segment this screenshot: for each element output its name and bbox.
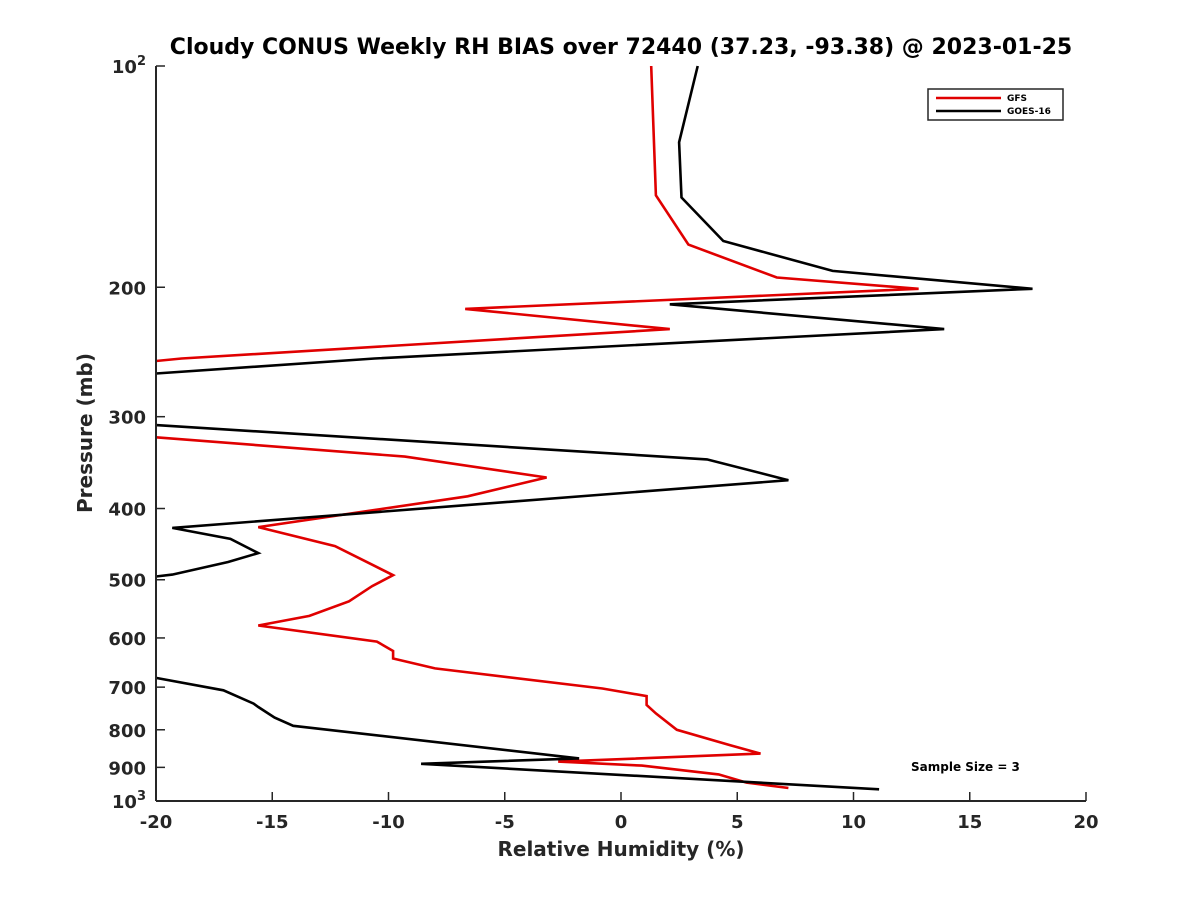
y-tick-label-exponent: 3 [137,789,146,804]
plot-lines [155,65,1033,791]
y-tick-label: 600 [108,629,146,650]
x-tick-label: -5 [495,812,515,833]
y-tick-label: 300 [108,408,146,429]
x-tick-label: -20 [140,812,173,833]
y-tick-label: 800 [108,721,146,742]
series-line-goes-16-segment-2 [155,423,789,578]
x-tick-label: 15 [957,812,982,833]
x-ticks: -20 -15 -10 -5 0 5 10 15 20 [140,792,1099,833]
legend-label-goes-16: GOES-16 [1007,107,1051,117]
x-tick-label: -10 [372,812,405,833]
y-tick-label: 103 [112,789,146,813]
x-tick-label: 10 [841,812,866,833]
chart-title: Cloudy CONUS Weekly RH BIAS over 72440 (… [170,35,1072,60]
series-line-gfs-segment-1 [155,65,919,363]
y-tick-label: 102 [112,54,146,78]
y-tick-label: 400 [108,500,146,521]
series-line-goes-16-segment-3 [155,676,880,791]
series-line-goes-16-segment-1 [155,65,1033,375]
legend-box [927,88,1064,121]
y-tick-label-exponent: 2 [137,54,146,69]
series-line-gfs-segment-2 [155,436,789,790]
y-tick-label: 700 [108,678,146,699]
y-axis-label: Pressure (mb) [73,353,97,513]
y-tick-label-base: 10 [112,57,137,78]
x-axis-label: Relative Humidity (%) [497,837,744,861]
sample-size-annotation: Sample Size = 3 [911,760,1020,774]
y-tick-label: 900 [108,758,146,779]
y-tick-label: 500 [108,571,146,592]
legend-label-gfs: GFS [1007,94,1027,104]
y-tick-label: 200 [108,278,146,299]
legend: GFS GOES-16 [927,88,1064,121]
x-tick-label: 5 [731,812,744,833]
x-tick-label: 20 [1073,812,1098,833]
y-tick-label-base: 10 [112,792,137,813]
x-tick-label: 0 [615,812,628,833]
x-tick-label: -15 [256,812,289,833]
